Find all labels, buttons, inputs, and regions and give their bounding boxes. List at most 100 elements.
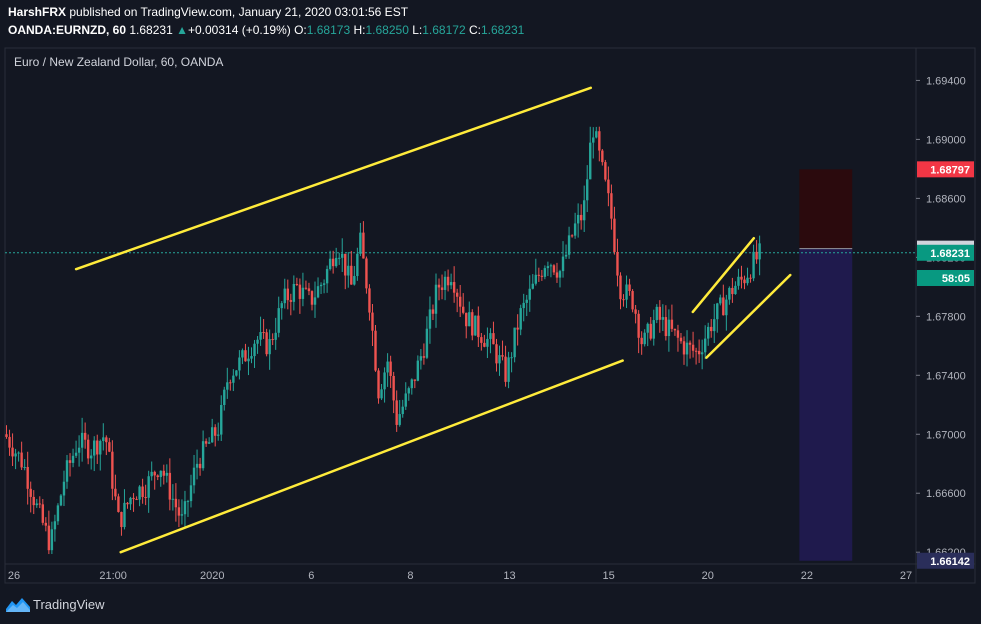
candle-body <box>280 303 283 309</box>
candle-body <box>307 288 311 292</box>
candle-body <box>277 308 280 333</box>
publish-line: HarshFRX published on TradingView.com, J… <box>8 5 408 19</box>
candle-body <box>582 200 586 221</box>
candle-body <box>446 276 450 286</box>
candle-body <box>334 257 338 267</box>
trendline-wedge-lower <box>705 273 792 359</box>
x-tick-label: 8 <box>407 570 413 582</box>
candle-body <box>123 502 126 528</box>
change-arrow-icon: ▲ <box>176 23 188 37</box>
candle-body <box>265 332 268 355</box>
candle-body <box>477 315 480 338</box>
candle-body <box>410 379 413 389</box>
candle-body <box>180 514 184 516</box>
candle-body <box>111 451 114 489</box>
candle-body <box>685 342 689 355</box>
candle-body <box>356 253 359 277</box>
take-profit-zone <box>799 248 853 561</box>
candle-body <box>722 297 725 316</box>
price-chart[interactable]: Euro / New Zealand Dollar, 60, OANDA 1.6… <box>0 46 981 586</box>
y-tick-label: 1.69400 <box>926 75 966 87</box>
candle-body <box>68 460 72 463</box>
candle-body <box>247 358 250 362</box>
candle-body <box>295 283 299 285</box>
candle-body <box>440 287 444 290</box>
candle-body <box>189 485 193 502</box>
candle-body <box>528 288 531 300</box>
candle-body <box>401 406 404 415</box>
tradingview-logo-icon[interactable] <box>6 596 30 612</box>
candle-body <box>752 251 755 279</box>
candle-body <box>150 471 153 477</box>
candle-body <box>5 434 8 437</box>
candle-body <box>171 498 175 500</box>
candle-body <box>214 427 217 436</box>
candle-body <box>386 361 389 373</box>
candle-body <box>534 274 538 284</box>
candle-body <box>365 258 368 289</box>
candle-body <box>144 497 147 499</box>
candle-body <box>23 466 26 468</box>
candle-body <box>32 496 35 506</box>
close-label: C: <box>468 23 481 37</box>
candle-body <box>362 232 365 259</box>
candle-body <box>62 481 66 496</box>
tradingview-brand[interactable]: TradingView <box>33 597 105 612</box>
candle-body <box>443 276 447 290</box>
candle-body <box>114 488 117 497</box>
candle-body <box>543 268 547 277</box>
candle-body <box>268 339 271 355</box>
candle-body <box>740 276 743 280</box>
candle-body <box>465 312 468 327</box>
candle-body <box>719 297 722 304</box>
candle-body <box>664 317 668 337</box>
candle-body <box>652 320 655 339</box>
candle-body <box>298 284 302 299</box>
candle-body <box>289 300 293 302</box>
candle-body <box>204 441 208 444</box>
candle-body <box>425 328 429 358</box>
candle-body <box>99 440 102 455</box>
price-change: +0.00314 (+0.19%) <box>187 23 291 37</box>
candle-body <box>368 288 371 313</box>
candle-body <box>640 337 643 345</box>
price-tag-bg <box>917 552 974 569</box>
candle-body <box>35 503 38 506</box>
candle-body <box>192 467 196 486</box>
candle-body <box>480 337 483 343</box>
x-tick-label: 2020 <box>200 570 224 582</box>
candle-body <box>549 265 553 267</box>
candle-body <box>283 288 286 304</box>
candle-body <box>416 360 420 381</box>
author-name[interactable]: HarshFRX <box>8 5 67 19</box>
candle-body <box>619 275 622 300</box>
candle-body <box>428 309 432 329</box>
candle-body <box>286 288 289 301</box>
candle-body <box>59 495 63 506</box>
candle-body <box>746 277 749 284</box>
candle-body <box>41 504 45 523</box>
candle-body <box>546 266 550 269</box>
candle-body <box>38 503 41 505</box>
candle-body <box>195 463 199 468</box>
y-tick-label: 1.66600 <box>926 488 966 500</box>
candle-body <box>89 455 93 459</box>
candle-body <box>407 388 410 394</box>
candle-body <box>431 309 435 314</box>
candle-body <box>452 282 456 293</box>
price-tag-label: 1.66142 <box>930 556 970 568</box>
high-label: H: <box>353 23 366 37</box>
candle-body <box>634 309 637 314</box>
candle-body <box>486 338 489 347</box>
candle-body <box>458 296 462 307</box>
candle-body <box>241 350 244 358</box>
candle-body <box>667 319 671 337</box>
candle-body <box>725 299 728 316</box>
close-value: 1.68231 <box>480 23 525 37</box>
candle-body <box>710 326 713 332</box>
candle-body <box>207 442 211 444</box>
open-value: 1.68173 <box>306 23 351 37</box>
candle-body <box>316 286 320 298</box>
candle-body <box>598 131 601 151</box>
candle-body <box>259 332 262 340</box>
